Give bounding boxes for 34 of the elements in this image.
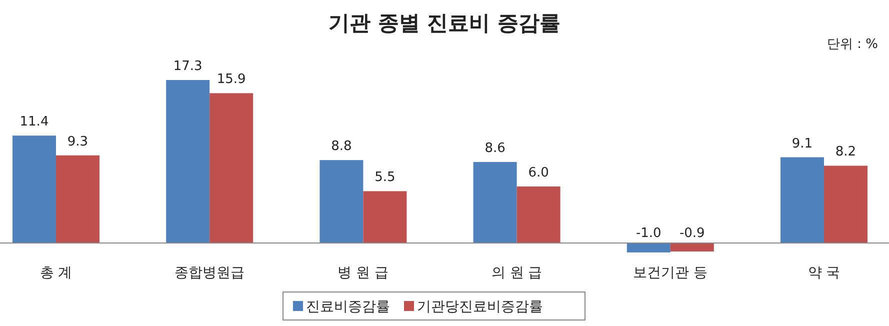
data-label: 11.4 — [20, 114, 49, 130]
x-tick-label: 종합병원급 — [174, 265, 245, 281]
data-label: 8.6 — [484, 140, 506, 156]
bar — [780, 157, 824, 243]
bar — [516, 186, 560, 243]
bar — [320, 160, 364, 243]
bar — [12, 136, 56, 243]
bar — [56, 155, 100, 243]
data-label: 17.3 — [173, 59, 202, 74]
data-label: 5.5 — [374, 170, 396, 186]
bar — [473, 162, 517, 243]
bar — [210, 93, 254, 243]
bar — [626, 243, 670, 252]
x-tick-label: 보건기관 등 — [633, 265, 708, 281]
data-label: 9.1 — [792, 136, 813, 152]
data-label: 15.9 — [216, 72, 246, 88]
bar — [824, 166, 868, 243]
data-label: -0.9 — [679, 226, 705, 241]
data-label: 8.8 — [331, 139, 352, 154]
data-label: -1.0 — [636, 226, 662, 241]
text: 단위 : % — [827, 37, 878, 52]
legend-label: 기관당진료비증감률 — [417, 299, 543, 315]
x-tick-label: 총 계 — [40, 265, 72, 281]
chart-title: 기관 종별 진료비 증감률 — [328, 11, 560, 35]
bar — [670, 243, 714, 252]
data-label: 6.0 — [528, 165, 549, 180]
x-tick-label: 약 국 — [808, 265, 840, 281]
bar — [363, 191, 407, 243]
legend-label: 진료비증감률 — [306, 299, 390, 315]
data-label: 8.2 — [835, 144, 856, 160]
x-tick-label: 의 원 급 — [491, 265, 542, 281]
bar — [166, 80, 210, 243]
data-label: 9.3 — [67, 134, 88, 150]
x-tick-label: 병 원 급 — [338, 265, 389, 281]
